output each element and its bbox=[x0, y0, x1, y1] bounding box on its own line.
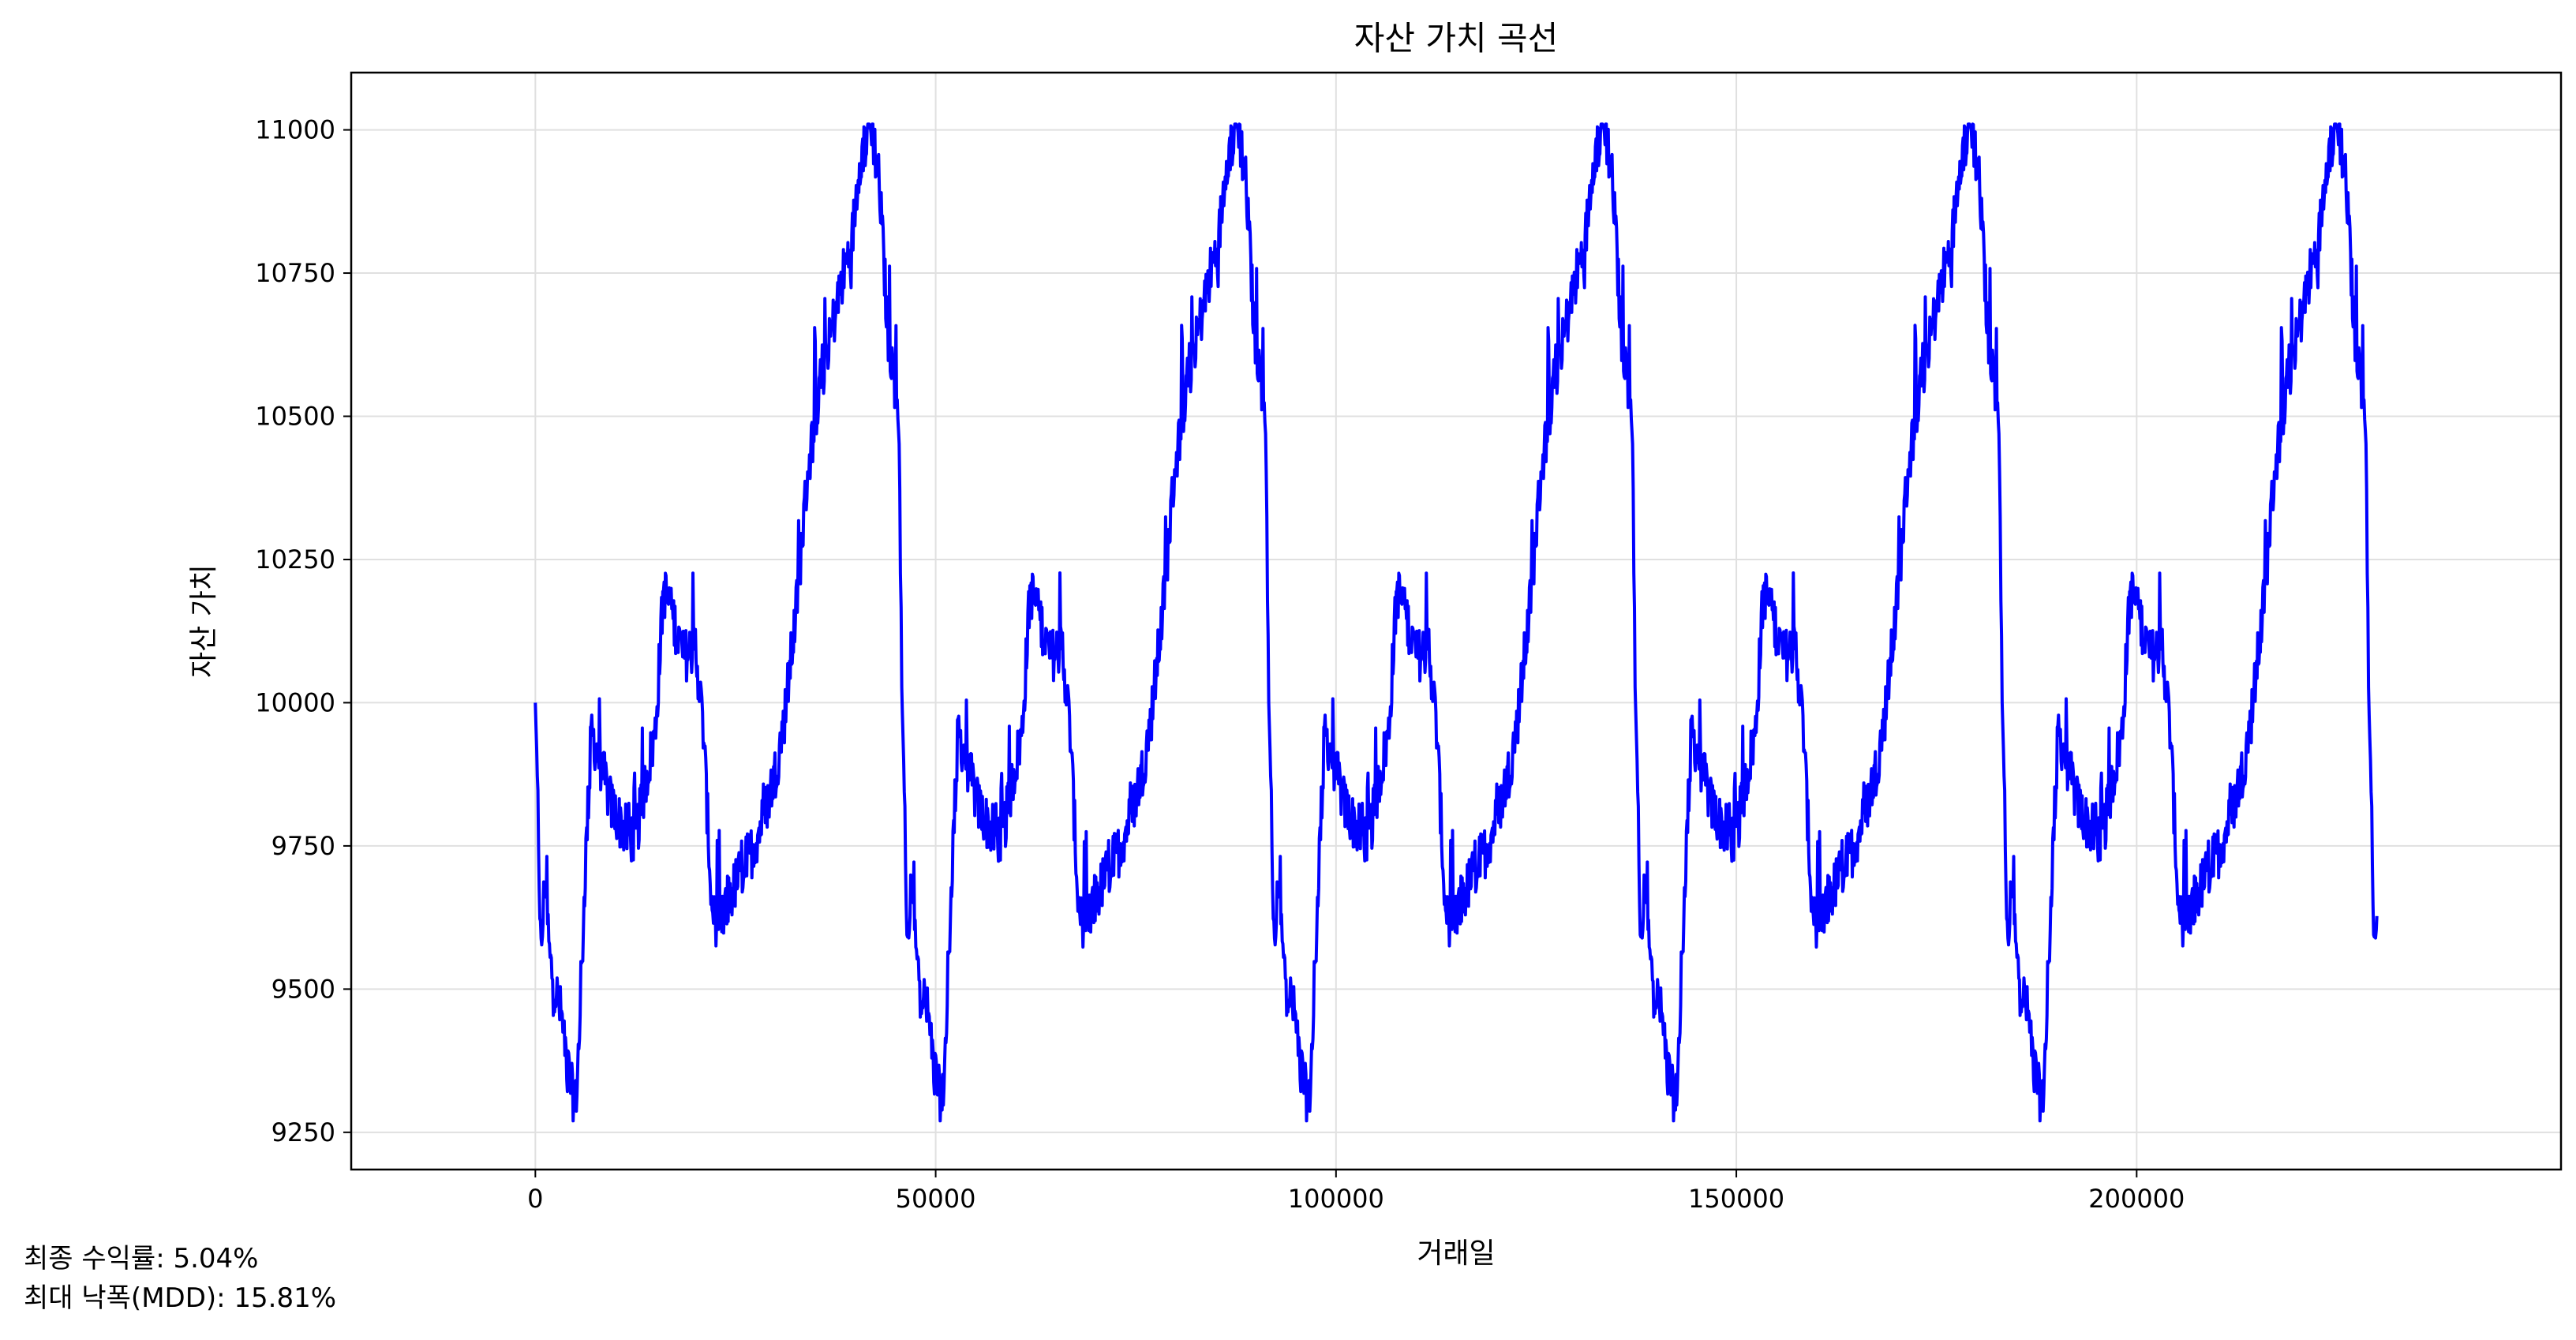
grid bbox=[351, 73, 2561, 1170]
equity-curve-line bbox=[534, 122, 2379, 1123]
x-axis: 0 50000 100000 150000 200000 bbox=[527, 1170, 2185, 1214]
y-axis: 9250 9500 9750 10000 10250 10500 10750 11000 bbox=[255, 115, 351, 1147]
y-tick-label: 10250 bbox=[255, 545, 335, 575]
x-tick-label: 50000 bbox=[896, 1184, 976, 1214]
series-layer bbox=[534, 122, 2379, 1123]
total-return-text: 최종 수익률: 5.04% bbox=[24, 1243, 258, 1274]
x-tick-label: 100000 bbox=[1288, 1184, 1384, 1214]
y-tick-label: 10750 bbox=[255, 258, 335, 288]
max-drawdown-text: 최대 낙폭(MDD): 15.81% bbox=[24, 1282, 336, 1314]
y-tick-label: 11000 bbox=[255, 115, 335, 145]
y-tick-label: 9250 bbox=[271, 1117, 335, 1147]
x-tick-label: 200000 bbox=[2088, 1184, 2185, 1214]
chart-title: 자산 가치 곡선 bbox=[1354, 19, 1559, 58]
y-tick-label: 9500 bbox=[271, 974, 335, 1004]
y-tick-label: 10500 bbox=[255, 402, 335, 432]
x-tick-label: 150000 bbox=[1688, 1184, 1784, 1214]
y-tick-label: 10000 bbox=[255, 687, 335, 717]
plot-frame bbox=[350, 71, 2563, 1171]
y-tick-label: 9750 bbox=[271, 831, 335, 861]
x-axis-label: 거래일 bbox=[1417, 1237, 1495, 1270]
x-tick-label: 0 bbox=[527, 1184, 543, 1214]
y-axis-label: 자산 가치 bbox=[188, 564, 220, 678]
